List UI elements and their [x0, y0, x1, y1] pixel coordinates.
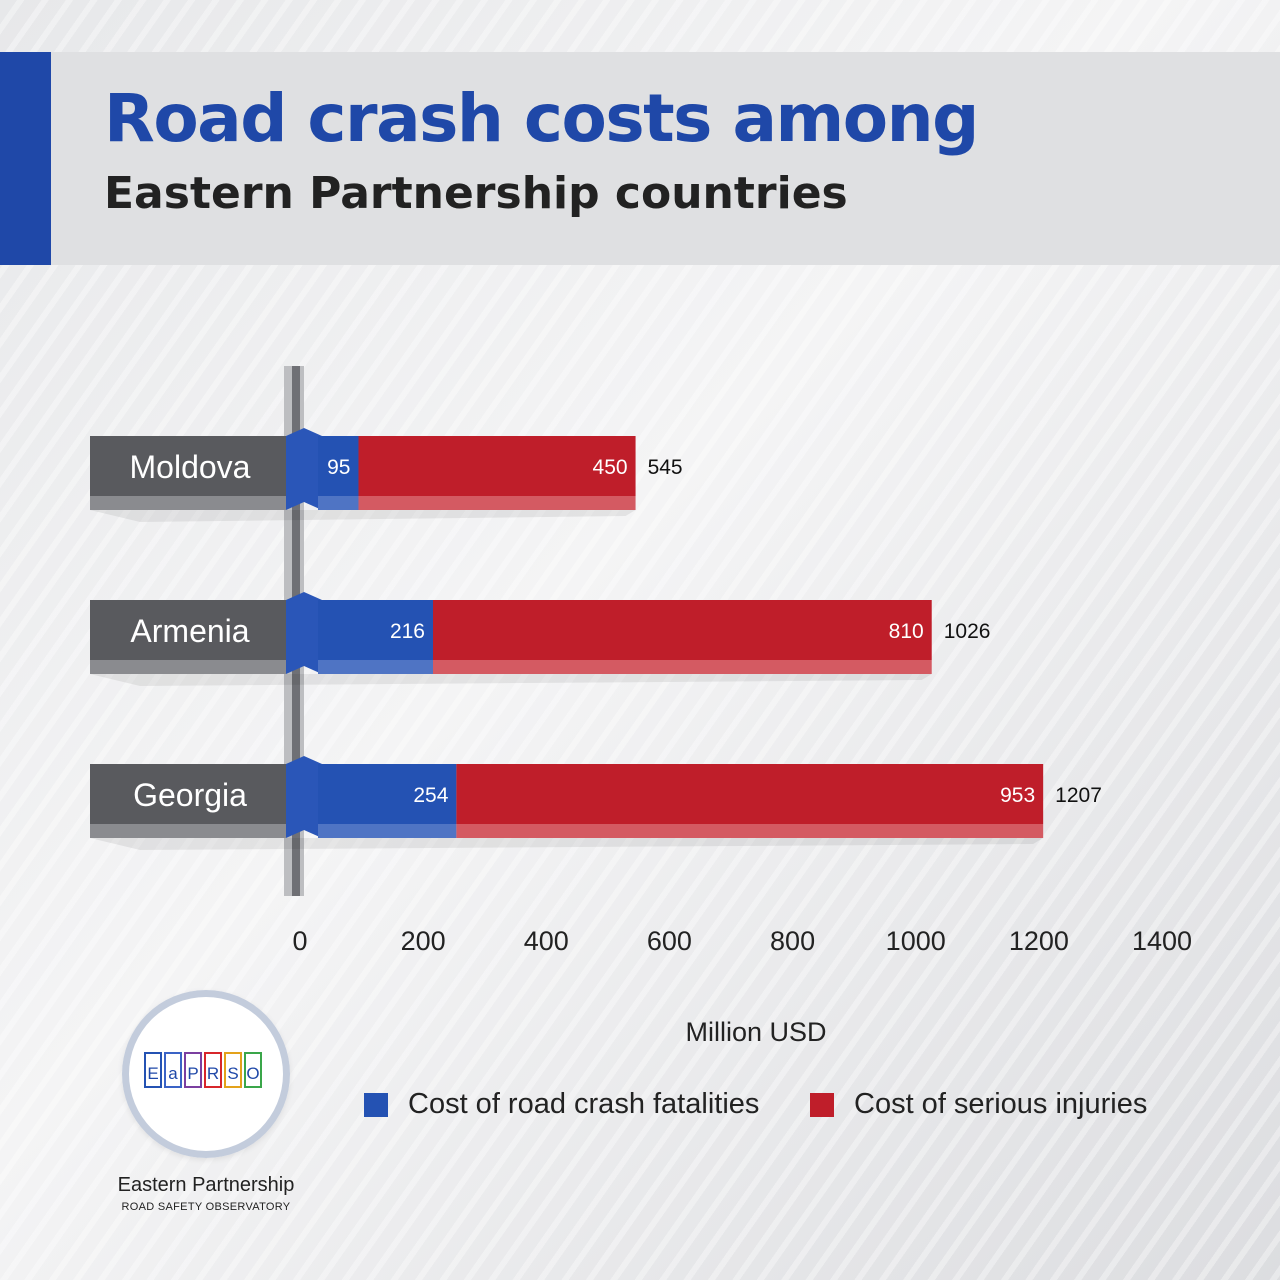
legend-item-fatalities: Cost of road crash fatalities: [364, 1088, 759, 1121]
data-label-fatalities-armenia: 216: [390, 620, 425, 643]
legend-label-injuries: Cost of serious injuries: [854, 1088, 1148, 1120]
x-axis-title: Million USD: [685, 1017, 826, 1047]
legend-item-injuries: Cost of serious injuries: [810, 1088, 1147, 1121]
x-tick-label-400: 400: [524, 926, 569, 956]
x-tick-label-1200: 1200: [1009, 926, 1069, 956]
x-tick-label-1000: 1000: [886, 926, 946, 956]
bar-connector-georgia: [286, 756, 322, 838]
bar-connector-armenia: [286, 592, 322, 674]
bar-fatalities-base-georgia: [318, 824, 457, 838]
bar-connector-moldova: [286, 428, 322, 510]
category-label-box-base-georgia: [90, 824, 286, 838]
bar-fatalities-base-armenia: [318, 660, 433, 674]
logo-letter: O: [246, 1064, 260, 1083]
header-band: [0, 52, 1280, 265]
legend-swatch-fatalities: [364, 1092, 388, 1117]
category-label-box-moldova: [90, 436, 286, 496]
bar-injuries-base-moldova: [358, 496, 636, 510]
bar-fatalities-moldova: [318, 436, 359, 496]
category-label-moldova: Moldova: [130, 449, 251, 485]
page-title: Road crash costs among: [104, 80, 979, 157]
bar-chart: Moldova 95 450 545 Armenia 216 810 1026 Georgia 2…: [90, 366, 1192, 1047]
logo-letter-box: O: [244, 1052, 262, 1088]
data-label-total-armenia: 1026: [944, 620, 991, 643]
logo-subname: ROAD SAFETY OBSERVATORY: [121, 1201, 291, 1213]
data-label-injuries-moldova: 450: [593, 456, 628, 479]
logo-letter: E: [147, 1064, 159, 1083]
logo-name: Eastern Partnership: [117, 1174, 295, 1196]
x-tick-label-600: 600: [647, 926, 692, 956]
page-subtitle: Eastern Partnership countries: [104, 168, 848, 219]
x-tick-label-800: 800: [770, 926, 815, 956]
category-label-box-georgia: [90, 764, 286, 824]
bar-fatalities-armenia: [318, 600, 433, 660]
data-label-fatalities-georgia: 254: [413, 784, 448, 807]
data-label-total-moldova: 545: [648, 456, 683, 479]
bar-injuries-base-armenia: [432, 660, 932, 674]
x-tick-label-1400: 1400: [1132, 926, 1192, 956]
header-accent-bar: [0, 52, 51, 265]
category-label-box-armenia: [90, 600, 286, 660]
logo-letter-box: S: [224, 1052, 242, 1088]
logo-letter-box: E: [144, 1052, 162, 1088]
legend-label-fatalities: Cost of road crash fatalities: [408, 1088, 760, 1120]
bar-fatalities-georgia: [318, 764, 457, 824]
category-label-box-base-moldova: [90, 496, 286, 510]
logo-letter-box: R: [204, 1052, 222, 1088]
bar-injuries-georgia: [456, 764, 1044, 824]
bar-injuries-base-georgia: [456, 824, 1044, 838]
category-label-armenia: Armenia: [130, 613, 249, 649]
logo-letter: R: [206, 1064, 220, 1083]
data-label-fatalities-moldova: 95: [327, 456, 350, 479]
data-label-injuries-georgia: 953: [1000, 784, 1035, 807]
logo-letter: a: [168, 1064, 178, 1083]
legend-swatch-injuries: [810, 1092, 834, 1117]
logo-letter: P: [187, 1064, 199, 1083]
x-tick-label-200: 200: [401, 926, 446, 956]
bar-fatalities-base-moldova: [318, 496, 359, 510]
bar-injuries-armenia: [432, 600, 932, 660]
logo-letter-box: a: [164, 1052, 182, 1088]
data-label-total-georgia: 1207: [1055, 784, 1102, 807]
category-label-georgia: Georgia: [133, 777, 247, 813]
bar-shadow-georgia: [90, 838, 1044, 850]
bar-shadow-moldova: [90, 510, 636, 522]
logo-letter-box: P: [184, 1052, 202, 1088]
bar-injuries-moldova: [358, 436, 636, 496]
logo-letter: S: [227, 1064, 239, 1083]
data-label-injuries-armenia: 810: [889, 620, 924, 643]
category-label-box-base-armenia: [90, 660, 286, 674]
bar-shadow-armenia: [90, 674, 932, 686]
x-tick-label-0: 0: [292, 926, 307, 956]
